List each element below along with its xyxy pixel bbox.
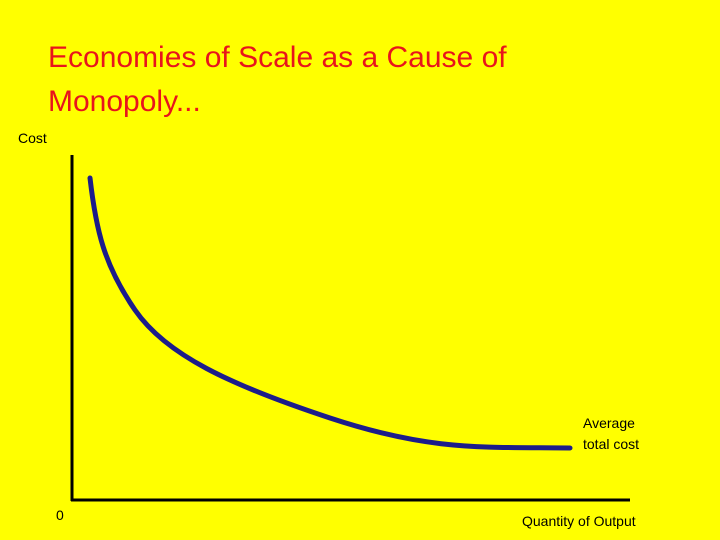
origin-label: 0 xyxy=(56,507,64,523)
y-axis-label: Cost xyxy=(18,130,47,146)
title: Economies of Scale as a Cause of Monopol… xyxy=(48,41,507,118)
curve-label: Average total cost xyxy=(583,415,640,452)
average-total-cost-curve xyxy=(87,175,573,451)
x-axis-label: Quantity of Output xyxy=(522,513,636,529)
